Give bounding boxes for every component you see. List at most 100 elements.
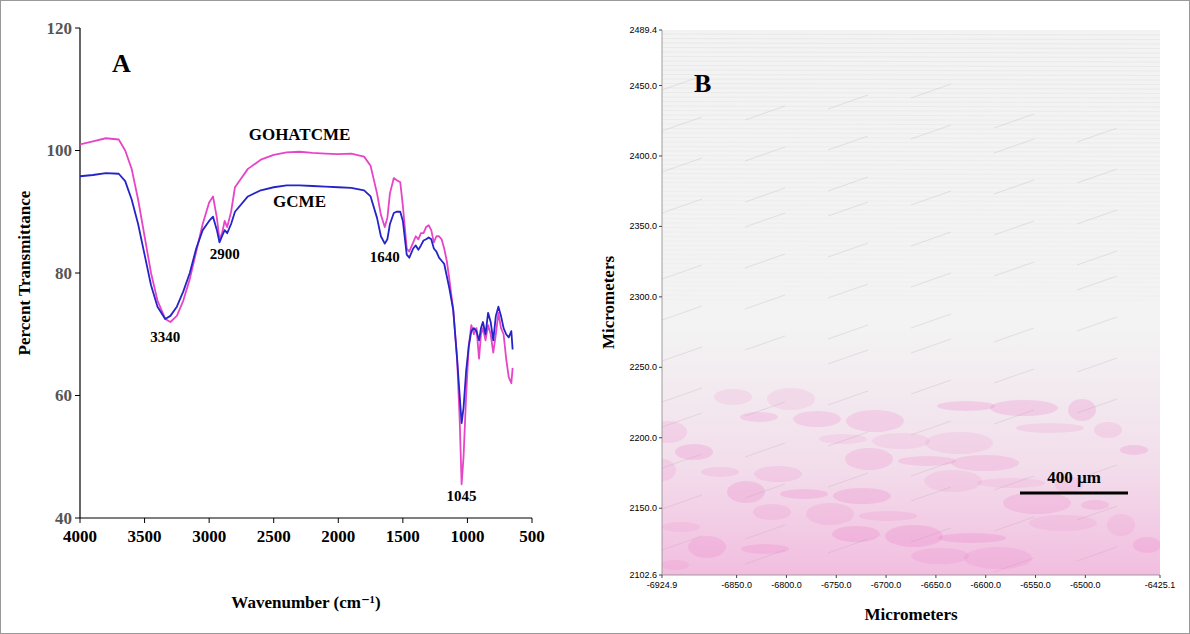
x-tick-label: 3500: [128, 527, 162, 546]
stain-blotch: [740, 412, 778, 422]
x-tick-label: -6800.0: [771, 580, 802, 590]
stain-blotch: [675, 444, 713, 460]
stain-blotch: [951, 455, 1019, 471]
y-tick: [659, 226, 662, 227]
spectrum-line: [80, 173, 513, 423]
y-tick-label: 2489.4: [629, 25, 657, 35]
y-tick: [659, 296, 662, 297]
peak-label: 1640: [370, 249, 400, 265]
stain-blotch: [1133, 537, 1160, 553]
y-tick-label: 2200.0: [629, 433, 657, 443]
figure: 4060801001204000350030002500200015001000…: [0, 0, 1190, 634]
x-tick: [836, 575, 837, 578]
stain-blotch: [780, 489, 828, 499]
y-tick: [75, 273, 80, 274]
x-tick-label: 4000: [63, 527, 97, 546]
x-tick: [935, 575, 936, 578]
y-tick: [659, 437, 662, 438]
x-axis: [80, 517, 532, 518]
scale-bar: [1020, 492, 1128, 495]
stain-blotch: [1094, 422, 1122, 438]
y-tick: [659, 155, 662, 156]
x-tick: [273, 518, 274, 523]
stain-blotch: [846, 410, 904, 432]
panel-a: 4060801001204000350030002500200015001000…: [15, 19, 545, 613]
x-tick-label: 2500: [257, 527, 291, 546]
stain-blotch: [741, 544, 789, 554]
x-tick: [209, 518, 210, 523]
x-tick-label: 3000: [192, 527, 226, 546]
x-tick: [736, 575, 737, 578]
stain-blotch: [662, 421, 687, 443]
y-tick: [75, 518, 80, 519]
y-tick-label: 2350.0: [629, 221, 657, 231]
figure-frame: [1, 1, 1190, 634]
y-tick-label: 2150.0: [629, 503, 657, 513]
stain-blotch: [727, 481, 765, 503]
stain-blotch: [1107, 514, 1135, 536]
stain-blotch: [964, 547, 1032, 569]
stain-blotch: [859, 511, 917, 521]
y-tick: [659, 85, 662, 86]
x-tick: [662, 575, 663, 578]
x-tick: [886, 575, 887, 578]
stain-blotch: [1029, 515, 1097, 531]
stain-blotch: [662, 560, 689, 570]
stain-blotch: [806, 503, 854, 525]
stain-blotch: [925, 432, 993, 454]
x-axis-title: Micrometers: [864, 605, 958, 624]
y-tick-label: 60: [55, 386, 72, 405]
x-tick-label: -6924.9: [647, 580, 678, 590]
y-tick: [659, 508, 662, 509]
stain-blotch: [990, 400, 1058, 416]
y-tick: [659, 30, 662, 31]
stain-blotch: [767, 388, 815, 410]
x-tick-label: -6600.0: [970, 580, 1001, 590]
y-tick-label: 2450.0: [629, 81, 657, 91]
stain-blotch: [1120, 445, 1148, 455]
x-tick: [985, 575, 986, 578]
micrograph: [662, 30, 1160, 575]
y-tick-label: 80: [55, 264, 72, 283]
stain-blotch: [753, 504, 791, 520]
x-tick-label: -6550.0: [1020, 580, 1051, 590]
x-tick-label: -6650.0: [921, 580, 952, 590]
series-label: GOHATCME: [249, 125, 351, 144]
stain-blotch: [754, 466, 802, 482]
series-group: [80, 138, 513, 484]
stain-blotch: [1003, 492, 1071, 514]
spectrum-line: [80, 138, 513, 484]
y-tick-label: 2102.6: [629, 570, 657, 580]
stain-blotch: [885, 525, 943, 547]
x-tick: [80, 518, 81, 523]
scale-bar-label: 400 µm: [1047, 468, 1101, 487]
x-tick: [1035, 575, 1036, 578]
panel-b: 2102.62150.02200.02250.02300.02350.02400…: [599, 25, 1176, 624]
peak-label: 2900: [210, 246, 240, 262]
series-label: GCME: [273, 192, 326, 211]
panel-letter: A: [112, 49, 131, 78]
panel-letter: B: [694, 69, 711, 98]
y-tick-label: 2250.0: [629, 362, 657, 372]
x-tick-label: -6750.0: [821, 580, 852, 590]
x-tick-label: -6850.0: [721, 580, 752, 590]
stain-blotch: [977, 478, 1045, 488]
y-tick: [75, 395, 80, 396]
stain-blotch: [793, 411, 841, 427]
stain-blotch: [872, 433, 930, 449]
stain-blotch: [1081, 500, 1109, 510]
x-tick-label: -6700.0: [871, 580, 902, 590]
stain-blotch: [714, 389, 752, 405]
stain-blotch: [1016, 423, 1084, 433]
peak-label: 1045: [447, 488, 477, 504]
stain-blotch: [688, 536, 726, 558]
y-tick-label: 2300.0: [629, 292, 657, 302]
stain-blotch: [833, 488, 891, 504]
x-tick: [1160, 575, 1161, 578]
x-tick: [144, 518, 145, 523]
micrograph-ground: [662, 30, 1160, 575]
stain-blotch: [1068, 399, 1096, 421]
y-tick: [659, 367, 662, 368]
y-tick: [75, 28, 80, 29]
stain-blotch: [662, 459, 676, 481]
